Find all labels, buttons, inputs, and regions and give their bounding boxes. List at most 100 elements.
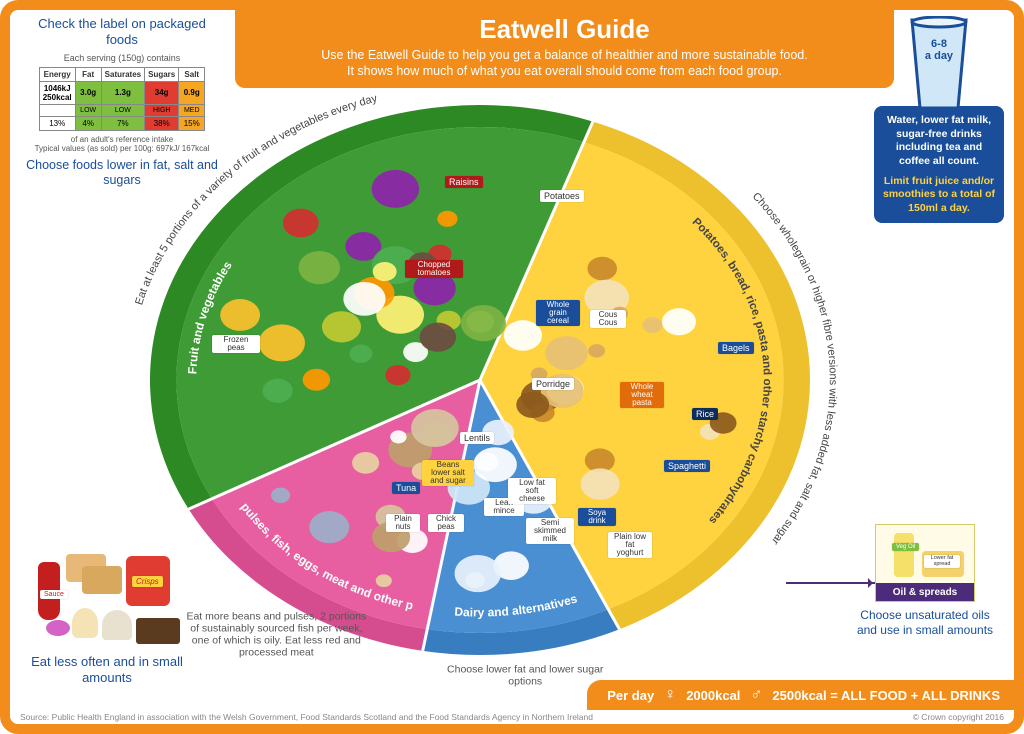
food-tag: Semi skimmed milk xyxy=(526,518,574,544)
food-tag: Plain nuts xyxy=(386,514,420,532)
veg-oil-bottle-icon xyxy=(894,533,914,577)
glass-text: 6-8 a day xyxy=(906,38,972,62)
snacks-panel: Sauce Crisps Eat less often and in small… xyxy=(22,548,192,687)
eatwell-plate: Eat at least 5 portions of a variety of … xyxy=(170,110,790,670)
food-tag: Chopped tomatoes xyxy=(405,260,463,278)
food-blob xyxy=(220,299,260,331)
oil-text: Choose unsaturated oils and use in small… xyxy=(850,608,1000,638)
food-blob xyxy=(298,251,340,284)
food-blob xyxy=(385,365,410,385)
food-blob xyxy=(461,305,506,341)
water-limit-text: Limit fruit juice and/or smoothies to a … xyxy=(882,175,996,216)
nut-col: Sugars xyxy=(145,67,179,81)
food-blob xyxy=(437,211,457,227)
title-bar: Eatwell Guide Use the Eatwell Guide to h… xyxy=(235,10,894,88)
food-tag: Plain low fat yoghurt xyxy=(608,532,652,558)
food-blob xyxy=(283,209,319,238)
snacks-illustration: Sauce Crisps xyxy=(32,548,182,648)
food-blob xyxy=(309,511,349,543)
sauce-label: Sauce xyxy=(40,590,68,599)
nut-lvl: LOW xyxy=(101,104,144,116)
plate-svg: Eat at least 5 portions of a variety of … xyxy=(170,110,790,670)
food-blob xyxy=(588,344,605,357)
eatwell-frame: Eatwell Guide Use the Eatwell Guide to h… xyxy=(0,0,1024,734)
copyright-text: © Crown copyright 2016 xyxy=(913,712,1004,722)
source-text: Source: Public Health England in associa… xyxy=(20,712,593,722)
check-label-text: Check the label on packaged foods xyxy=(22,16,222,49)
food-tag: Potatoes xyxy=(540,190,584,202)
nut-pct: 4% xyxy=(75,116,101,130)
nut-value-row: 1046kJ 250kcal3.0g1.3g34g0.9g xyxy=(39,81,205,104)
food-tag: Bagels xyxy=(718,342,754,354)
water-panel: 6-8 a day Water, lower fat milk, sugar-f… xyxy=(874,16,1004,223)
food-blob xyxy=(545,336,588,370)
serving-text: Each serving (150g) contains xyxy=(22,53,222,63)
spread-label: Lower fat spread xyxy=(924,555,960,568)
crisps-label: Crisps xyxy=(132,576,163,587)
food-tag: Tuna xyxy=(392,482,420,494)
food-blob xyxy=(343,282,385,316)
female-icon: ♀ xyxy=(664,686,676,704)
food-tag: Lentils xyxy=(460,432,494,444)
biscuit-icon xyxy=(82,566,122,594)
food-tag: Low fat soft cheese xyxy=(508,478,556,504)
male-icon: ♂ xyxy=(750,686,762,704)
nut-col: Energy xyxy=(39,67,75,81)
food-blob xyxy=(263,379,293,403)
nut-val: 1.3g xyxy=(101,81,144,104)
nut-header-row: EnergyFatSaturatesSugarsSalt xyxy=(39,67,205,81)
food-blob xyxy=(455,555,501,592)
food-tag: Soya drink xyxy=(578,508,616,526)
food-blob xyxy=(642,317,662,333)
food-blob xyxy=(473,447,517,482)
food-tag: Raisins xyxy=(445,176,483,188)
food-tag: Beans lower salt and sugar xyxy=(422,460,474,486)
nut-col: Fat xyxy=(75,67,101,81)
food-blob xyxy=(390,430,406,443)
bottom-msg-dairy: Choose lower fat and lower sugaroptions xyxy=(447,663,604,687)
page-title: Eatwell Guide xyxy=(255,14,874,45)
food-blob xyxy=(322,311,361,342)
food-blob xyxy=(373,262,397,281)
food-blob xyxy=(587,257,617,281)
oil-box: Veg Oil Lower fat spread Oil & spreads xyxy=(875,524,975,602)
food-tag: Whole wheat pasta xyxy=(620,382,664,408)
nut-col: Salt xyxy=(179,67,205,81)
water-glass-icon: 6-8 a day xyxy=(906,16,972,112)
food-blob xyxy=(259,324,305,361)
food-blob xyxy=(420,323,456,352)
nut-pct: 7% xyxy=(101,116,144,130)
food-tag: Chick peas xyxy=(428,514,464,532)
water-body-text: Water, lower fat milk, sugar-free drinks… xyxy=(882,114,996,169)
nut-col: Saturates xyxy=(101,67,144,81)
nut-val: 34g xyxy=(145,81,179,104)
nut-pct: 13% xyxy=(39,116,75,130)
nut-val: 0.9g xyxy=(179,81,205,104)
bottom-msg-protein: Eat more beans and pulses, 2 portionsof … xyxy=(186,611,366,659)
food-blob xyxy=(349,345,372,363)
nut-lvl xyxy=(39,104,75,116)
nut-lvl: LOW xyxy=(75,104,101,116)
food-blob xyxy=(581,468,620,499)
food-blob xyxy=(271,488,290,503)
kcal-bar: Per day ♀ 2000kcal ♂ 2500kcal = ALL FOOD… xyxy=(587,680,1014,710)
icecream-icon xyxy=(72,608,98,638)
snacks-text: Eat less often and in small amounts xyxy=(22,654,192,687)
food-tag: Whole grain cereal xyxy=(536,300,580,326)
nut-val: 3.0g xyxy=(75,81,101,104)
food-blob xyxy=(411,409,459,447)
per-day-label: Per day xyxy=(607,688,654,703)
food-blob xyxy=(516,392,549,418)
chocolate-icon xyxy=(136,618,180,644)
sweet-icon xyxy=(46,620,70,636)
subtitle-2: It shows how much of what you eat overal… xyxy=(255,63,874,79)
food-blob xyxy=(352,452,379,474)
food-tag: Spaghetti xyxy=(664,460,710,472)
cupcake-icon xyxy=(102,610,132,640)
food-blob xyxy=(662,308,696,335)
veg-oil-label: Veg Oil xyxy=(892,543,919,551)
food-blob xyxy=(372,170,419,208)
female-kcal: 2000kcal xyxy=(686,688,740,703)
oil-strip-label: Oil & spreads xyxy=(876,583,974,601)
water-info-box: Water, lower fat milk, sugar-free drinks… xyxy=(874,106,1004,223)
